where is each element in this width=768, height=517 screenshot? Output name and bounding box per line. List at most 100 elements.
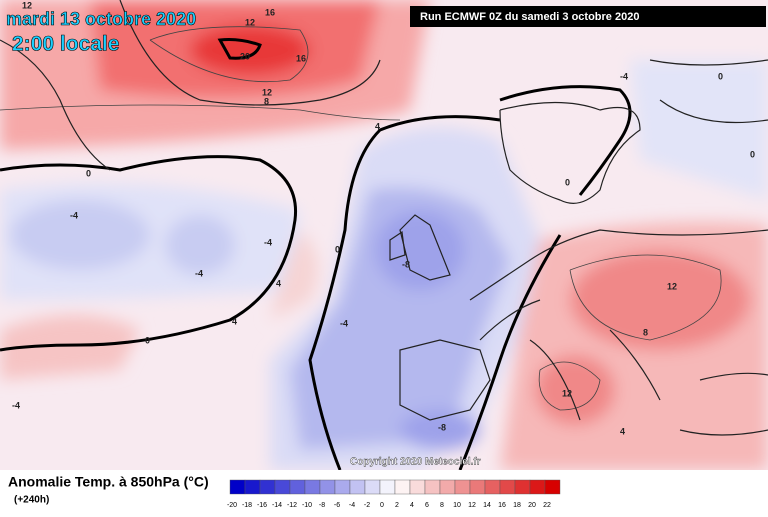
isoline bbox=[0, 104, 401, 121]
coastline bbox=[399, 214, 451, 281]
legend-label: -18 bbox=[242, 502, 252, 509]
contour-label: 12 bbox=[562, 388, 572, 398]
legend-label: 4 bbox=[410, 502, 414, 509]
legend-label: 6 bbox=[425, 502, 429, 509]
legend-label: -8 bbox=[319, 502, 325, 509]
zero-contour bbox=[0, 155, 298, 352]
legend-swatch bbox=[244, 479, 261, 495]
legend-label: 2 bbox=[395, 502, 399, 509]
legend-swatch bbox=[289, 479, 306, 495]
legend-swatch bbox=[424, 479, 441, 495]
contour-label: 0 bbox=[145, 335, 150, 345]
legend-swatch bbox=[439, 479, 456, 495]
legend-label: -2 bbox=[364, 502, 370, 509]
coastline bbox=[399, 339, 491, 421]
legend-swatch bbox=[259, 479, 276, 495]
isoline bbox=[149, 26, 309, 83]
legend-swatch bbox=[469, 479, 486, 495]
contour-label: 4 bbox=[375, 121, 380, 131]
forecast-date: mardi 13 octobre 2020 bbox=[6, 9, 196, 29]
legend-label: 18 bbox=[513, 502, 521, 509]
forecast-time: 2:00 locale bbox=[12, 33, 119, 56]
contour-label: -8 bbox=[438, 422, 446, 432]
coastline bbox=[469, 229, 768, 421]
contour-label: 12 bbox=[262, 87, 272, 97]
legend-swatch bbox=[349, 479, 366, 495]
legend-label: -12 bbox=[287, 502, 297, 509]
zero-contour bbox=[308, 115, 501, 471]
contour-label: -4 bbox=[620, 71, 628, 81]
zero-contour bbox=[499, 85, 632, 196]
coastline bbox=[0, 0, 381, 171]
legend-swatch bbox=[514, 479, 531, 495]
color-legend: -20 -18 -16 -14 -12 -10 -8 -6 -4 -2 0 2 4 6 8 10 12 14 16 1… bbox=[227, 479, 561, 509]
copyright: Copyright 2020 Meteociel.fr bbox=[350, 457, 481, 468]
contour-label: 0 bbox=[335, 244, 340, 254]
legend-label: 10 bbox=[453, 502, 461, 509]
anomaly-field bbox=[0, 0, 768, 470]
legend-swatch bbox=[484, 479, 501, 495]
legend-swatch bbox=[319, 479, 336, 495]
legend-swatch bbox=[544, 479, 561, 495]
legend-label: 8 bbox=[440, 502, 444, 509]
contour-label: -4 bbox=[340, 318, 348, 328]
legend-label: 20 bbox=[528, 502, 536, 509]
legend-label: -16 bbox=[257, 502, 267, 509]
contour-label: 8 bbox=[643, 327, 648, 337]
legend-label: 14 bbox=[483, 502, 491, 509]
legend-swatch bbox=[529, 479, 546, 495]
contour-label: 0 bbox=[718, 71, 723, 81]
legend-label: 0 bbox=[380, 502, 384, 509]
coastline bbox=[679, 372, 768, 436]
coastline bbox=[649, 59, 768, 124]
map: 12 16 12 20 16 12 8 4 0 -4 -4 -4 -4 4 0 … bbox=[0, 0, 768, 471]
contour-label: 12 bbox=[245, 17, 255, 27]
contour-label: 12 bbox=[22, 0, 32, 10]
zero-contour bbox=[458, 234, 562, 471]
coastline bbox=[389, 230, 406, 261]
contour-label: 0 bbox=[86, 168, 91, 178]
contour-label: -4 bbox=[264, 237, 272, 247]
legend-swatch bbox=[364, 479, 381, 495]
legend-label: -10 bbox=[302, 502, 312, 509]
run-info: Run ECMWF 0Z du samedi 3 octobre 2020 bbox=[420, 11, 639, 23]
legend-label: 12 bbox=[468, 502, 476, 509]
contour-label: -4 bbox=[70, 210, 78, 220]
legend-swatch bbox=[304, 479, 321, 495]
contour-label: -8 bbox=[402, 259, 410, 269]
legend-swatch bbox=[274, 479, 291, 495]
run-banner bbox=[410, 6, 766, 27]
contour-label: 20 bbox=[240, 51, 250, 61]
legend-label: -4 bbox=[349, 502, 355, 509]
legend-swatch bbox=[454, 479, 471, 495]
lead-time: (+240h) bbox=[14, 495, 49, 506]
legend-swatch bbox=[394, 479, 411, 495]
legend-label: -14 bbox=[272, 502, 282, 509]
legend-label: -6 bbox=[334, 502, 340, 509]
contour-20 bbox=[217, 38, 262, 60]
contour-label: -4 bbox=[195, 268, 203, 278]
isoline bbox=[569, 254, 722, 341]
legend-label: 22 bbox=[543, 502, 551, 509]
contour-label: 4 bbox=[232, 316, 237, 326]
contour-label: 4 bbox=[620, 426, 625, 436]
contour-label: 0 bbox=[750, 149, 755, 159]
coastline bbox=[499, 101, 641, 204]
legend-swatch bbox=[409, 479, 426, 495]
contour-label: 0 bbox=[565, 177, 570, 187]
contour-label: -4 bbox=[12, 400, 20, 410]
legend-swatch bbox=[334, 479, 351, 495]
contour-label: 16 bbox=[265, 7, 275, 17]
contour-label: 16 bbox=[296, 53, 306, 63]
contour-label: 4 bbox=[276, 278, 281, 288]
contour-labels: 12 16 12 20 16 12 8 4 0 -4 -4 -4 -4 4 0 … bbox=[12, 0, 755, 436]
legend-swatch bbox=[229, 479, 246, 495]
legend-swatch bbox=[499, 479, 516, 495]
legend-label: -20 bbox=[227, 502, 237, 509]
contour-label: 8 bbox=[264, 96, 269, 106]
legend-label: 16 bbox=[498, 502, 506, 509]
field-title: Anomalie Temp. à 850hPa (°C) bbox=[8, 474, 209, 490]
legend-swatch bbox=[379, 479, 396, 495]
contour-label: 12 bbox=[667, 281, 677, 291]
